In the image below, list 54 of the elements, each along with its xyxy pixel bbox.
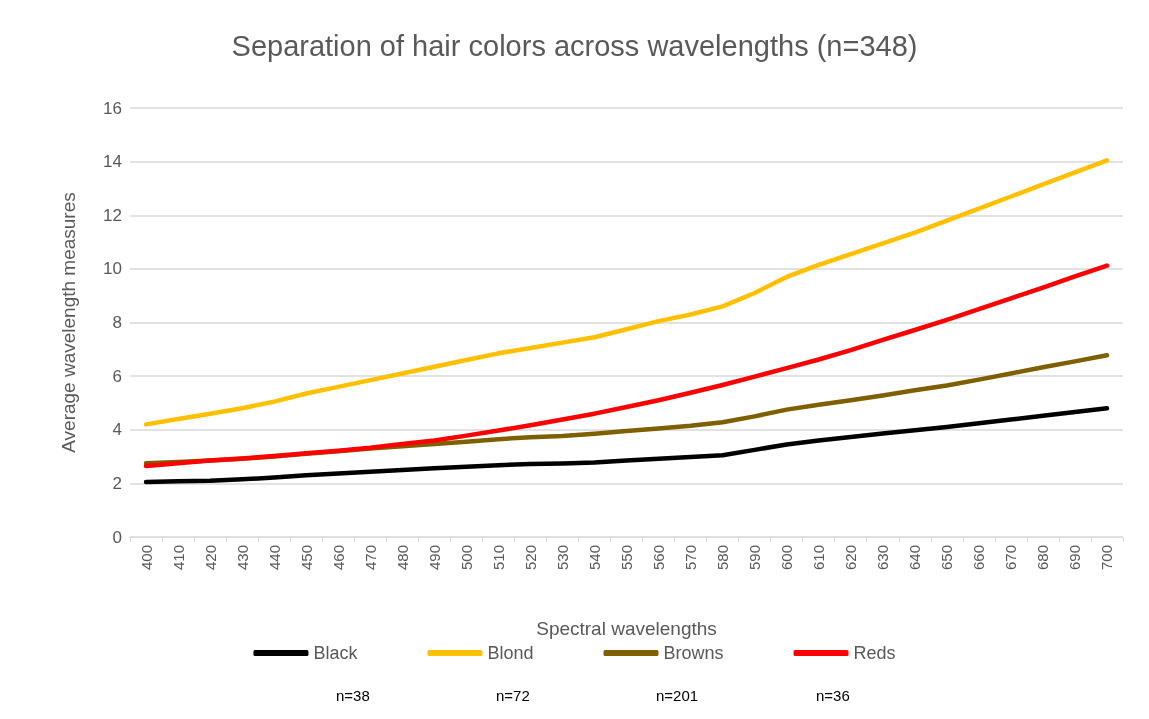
x-axis-title: Spectral wavelengths	[536, 618, 717, 639]
x-tick-label: 480	[393, 545, 411, 571]
x-tick-label: 530	[553, 545, 571, 571]
x-tick-label: 450	[297, 545, 315, 571]
x-tick-label: 420	[201, 545, 219, 571]
x-tick-label: 460	[329, 545, 347, 571]
x-tick-label: 630	[874, 545, 892, 571]
y-tick-label: 16	[103, 98, 122, 118]
x-tick-label: 650	[938, 545, 956, 571]
text: n=201	[656, 687, 699, 704]
x-tick-label: 580	[714, 545, 732, 571]
x-tick-label: 590	[746, 545, 764, 571]
legend-label: Black	[313, 643, 359, 663]
text: n=72	[496, 687, 530, 704]
x-tick-label: 470	[361, 545, 379, 571]
legend-label: Browns	[663, 643, 724, 663]
y-tick-label: 8	[112, 313, 122, 332]
x-tick-label: 440	[265, 545, 283, 571]
x-tick-label: 490	[425, 545, 443, 571]
x-tick-label: 620	[842, 545, 860, 571]
legend-label: Blond	[487, 643, 534, 663]
x-tick-label: 660	[970, 545, 988, 571]
y-tick-label: 12	[103, 205, 122, 225]
text: n=38	[336, 687, 370, 704]
x-tick-label: 670	[1002, 545, 1020, 571]
x-tick-label: 570	[682, 545, 700, 571]
x-tick-label: 550	[618, 545, 635, 571]
x-tick-label: 540	[585, 545, 603, 571]
x-tick-label: 680	[1034, 545, 1052, 571]
line-series	[143, 158, 1110, 427]
y-tick-label: 6	[112, 366, 122, 386]
y-tick-label: 10	[103, 259, 122, 279]
x-tick-label: 500	[457, 545, 475, 571]
x-tick-label: 520	[521, 545, 539, 571]
y-axis-title: Average wavelength measures	[58, 192, 79, 453]
x-tick-label: 600	[778, 545, 796, 571]
line-series	[143, 263, 1110, 469]
x-tick-label: 610	[810, 545, 828, 571]
y-tick-label: 0	[112, 527, 122, 547]
x-tick-label: 410	[169, 545, 187, 571]
x-tick-label: 690	[1066, 545, 1084, 571]
x-tick-label: 400	[137, 545, 155, 571]
x-tick-label: 510	[489, 545, 507, 571]
legend-label: Reds	[853, 643, 896, 663]
y-tick-label: 4	[112, 420, 122, 440]
text: n=36	[816, 687, 850, 704]
x-tick-label: 640	[906, 545, 924, 571]
line-series	[143, 406, 1110, 485]
x-tick-label: 700	[1098, 545, 1116, 571]
x-tick-label: 430	[233, 545, 251, 571]
x-tick-label: 560	[650, 545, 668, 571]
chart-title: Separation of hair colors across wavelengths (n=348)	[231, 29, 918, 62]
y-tick-label: 14	[103, 152, 122, 172]
y-tick-label: 2	[112, 473, 122, 493]
